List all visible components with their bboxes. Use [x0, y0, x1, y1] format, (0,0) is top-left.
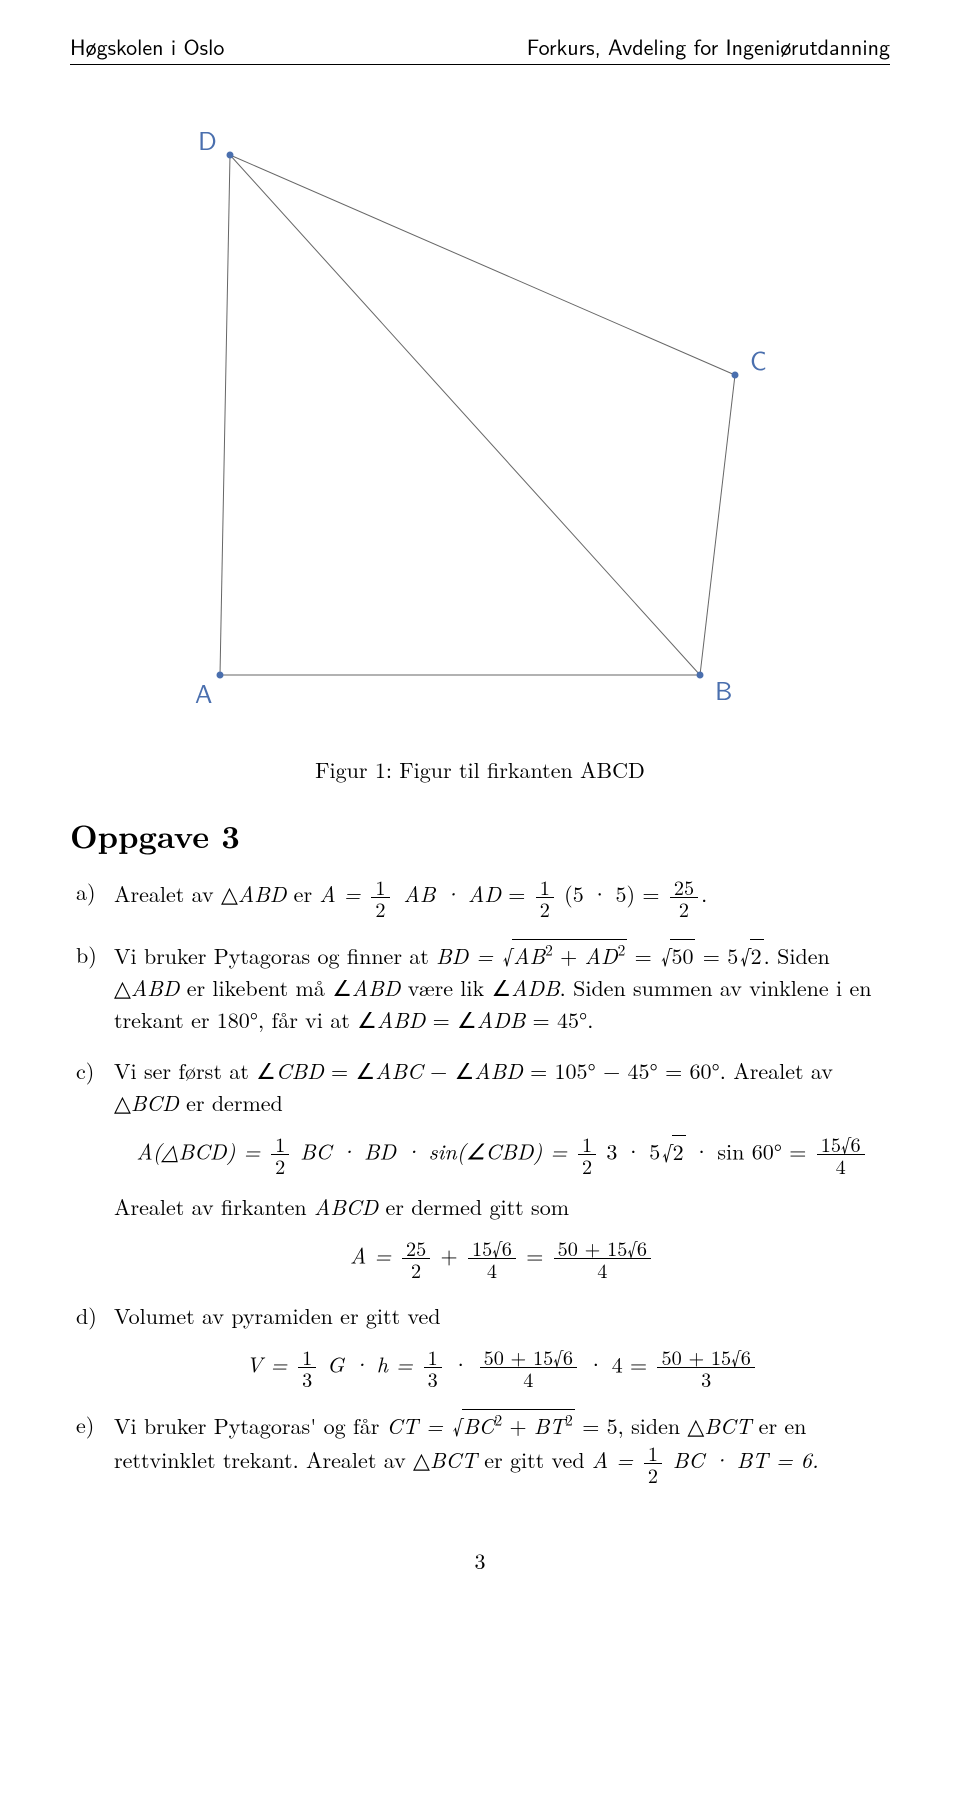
point-label-A: A	[195, 674, 212, 712]
part-a: a) Arealet av △ABD er A = 12 AB · AD = 1…	[70, 876, 890, 919]
part-c-text: Vi ser først at ∠CBD = ∠ABC − ∠ABD = 105…	[114, 1055, 833, 1118]
page: Høgskolen i Oslo Forkurs, Avdeling for I…	[0, 0, 960, 1616]
part-d-marker: d)	[76, 1300, 97, 1332]
figure-quadrilateral: A B C D	[70, 95, 890, 740]
oppgave-title: Oppgave 3	[70, 813, 890, 858]
part-c-marker: c)	[76, 1055, 94, 1087]
part-c-eq2: A = 252 + 15√64 = 50 + 15√64	[114, 1237, 890, 1280]
part-c-eq1: A(△BCD) = 12 BC · BD · sin(∠CBD) = 12 3 …	[114, 1133, 890, 1176]
part-b-marker: b)	[76, 939, 97, 971]
part-e-marker: e)	[76, 1409, 94, 1441]
part-d-text: Volumet av pyramiden er gitt ved	[114, 1300, 440, 1331]
part-d-eq: V = 13 G · h = 13 · 50 + 15√64 · 4 = 50 …	[114, 1346, 890, 1389]
header-left: Høgskolen i Oslo	[70, 30, 224, 62]
page-number: 3	[70, 1545, 890, 1576]
quadrilateral-svg: A B C D	[140, 95, 820, 735]
point-label-B: B	[715, 671, 732, 709]
part-b: b) Vi bruker Pytagoras og finner at BD =…	[70, 939, 890, 1035]
figure-caption: Figur 1: Figur til firkanten ABCD	[70, 754, 890, 785]
part-d: d) Volumet av pyramiden er gitt ved V = …	[70, 1300, 890, 1389]
part-a-marker: a)	[76, 876, 96, 908]
part-b-text: Vi bruker Pytagoras og finner at BD = AB…	[114, 940, 871, 1035]
point-label-D: D	[198, 121, 217, 159]
parts-list: a) Arealet av △ABD er A = 12 AB · AD = 1…	[70, 876, 890, 1485]
part-e-text: Vi bruker Pytagoras' og får CT = BC2 + B…	[114, 1410, 819, 1475]
running-header: Høgskolen i Oslo Forkurs, Avdeling for I…	[70, 30, 890, 65]
part-c-text2: Arealet av firkanten ABCD er dermed gitt…	[114, 1191, 569, 1222]
part-e: e) Vi bruker Pytagoras' og får CT = BC2 …	[70, 1409, 890, 1485]
part-a-text: Arealet av △ABD er A = 12 AB · AD = 12 (…	[114, 878, 707, 909]
point-label-C: C	[750, 341, 767, 379]
part-c: c) Vi ser først at ∠CBD = ∠ABC − ∠ABD = …	[70, 1055, 890, 1280]
header-right: Forkurs, Avdeling for Ingeniørutdanning	[527, 30, 890, 62]
